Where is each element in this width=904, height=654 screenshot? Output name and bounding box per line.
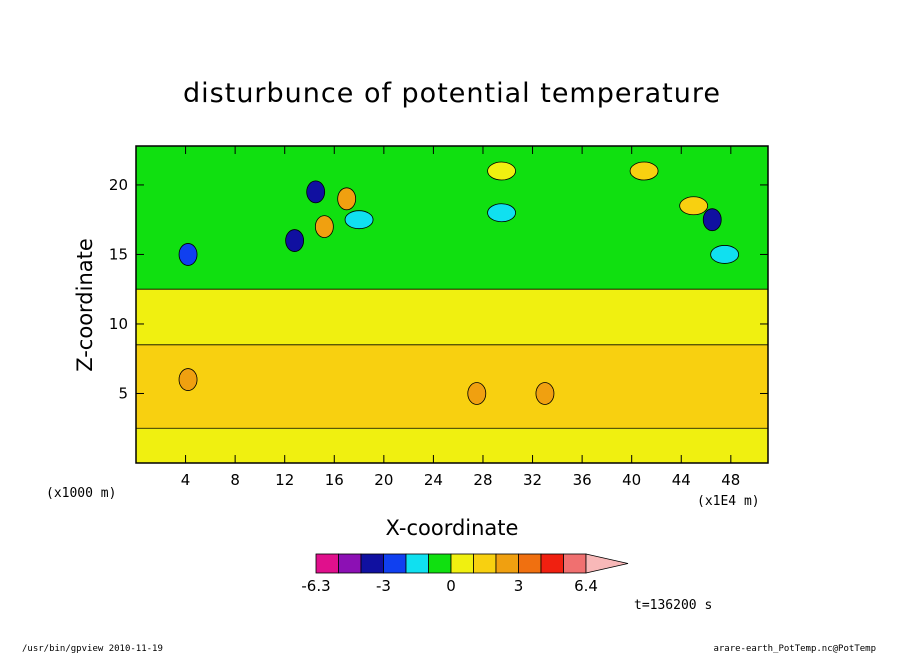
x-tick-label-2: 12 [275, 471, 294, 489]
y-tick-label-1: 10 [109, 315, 128, 333]
field-band-0 [136, 428, 768, 463]
colorbar-swatch-3 [383, 553, 407, 574]
y-axis-label: Z-coordinate [73, 238, 97, 372]
footer-right: arare-earth_PotTemp.nc@PotTemp [713, 644, 876, 654]
colorbar-label-2: 0 [446, 577, 456, 595]
field-feature-4 [314, 215, 334, 239]
x-tick-label-10: 44 [672, 471, 691, 489]
field-feature-12 [679, 196, 709, 216]
y-tick-label-2: 15 [109, 245, 128, 263]
colorbar-label-1: -3 [376, 577, 391, 595]
colorbar-swatch-4 [405, 553, 429, 574]
y-tick-label-0: 5 [118, 384, 128, 402]
field-band-1 [136, 344, 768, 429]
field-feature-13 [702, 208, 722, 232]
colorbar-swatch-2 [360, 553, 384, 574]
field-feature-6 [344, 210, 374, 230]
x-tick-label-3: 16 [325, 471, 344, 489]
x-tick-label-9: 40 [622, 471, 641, 489]
field-feature-1 [178, 368, 198, 391]
chart-title: disturbunce of potential temperature [183, 78, 721, 109]
field-feature-3 [285, 229, 305, 252]
x-tick-label-8: 36 [573, 471, 592, 489]
x-tick-label-5: 24 [424, 471, 443, 489]
y-tick-label-3: 20 [109, 176, 128, 194]
colorbar-swatch-8 [495, 553, 519, 574]
field-feature-5 [337, 187, 357, 211]
colorbar-swatch-9 [518, 553, 542, 574]
colorbar-swatch-0 [315, 553, 339, 574]
field-band-3 [136, 146, 768, 290]
colorbar-label-0: -6.3 [301, 577, 330, 595]
colorbar-swatch-11 [563, 553, 587, 574]
time-label: t=136200 s [634, 598, 712, 613]
field-feature-0 [178, 243, 198, 266]
x-tick-label-6: 28 [473, 471, 492, 489]
x-tick-label-1: 8 [230, 471, 240, 489]
field-feature-9 [467, 382, 487, 405]
x-axis-label: X-coordinate [386, 516, 519, 540]
field-feature-8 [487, 161, 516, 181]
x-tick-label-0: 4 [181, 471, 191, 489]
colorbar-swatch-6 [450, 553, 474, 574]
x-unit-right: (x1E4 m) [697, 494, 760, 509]
footer-left: /usr/bin/gpview 2010-11-19 [22, 644, 163, 654]
field-feature-7 [487, 203, 516, 223]
x-tick-label-7: 32 [523, 471, 542, 489]
field-feature-2 [306, 180, 326, 204]
plot-frame [135, 145, 769, 464]
field-layer [136, 146, 768, 463]
colorbar-swatch-5 [428, 553, 452, 574]
field-band-2 [136, 289, 768, 345]
colorbar-label-4: 6.4 [574, 577, 598, 595]
colorbar-swatch-7 [473, 553, 497, 574]
colorbar: -6.3 -3 0 3 6.4 [301, 553, 629, 595]
colorbar-arrow [585, 553, 629, 574]
field-feature-11 [629, 161, 659, 181]
colorbar-swatch-1 [338, 553, 362, 574]
field-feature-10 [535, 382, 555, 405]
x-tick-label-11: 48 [721, 471, 740, 489]
colorbar-label-3: 3 [514, 577, 524, 595]
colorbar-swatch-10 [540, 553, 564, 574]
field-feature-14 [710, 245, 740, 264]
x-tick-label-4: 20 [374, 471, 393, 489]
x-unit-left: (x1000 m) [46, 486, 116, 501]
